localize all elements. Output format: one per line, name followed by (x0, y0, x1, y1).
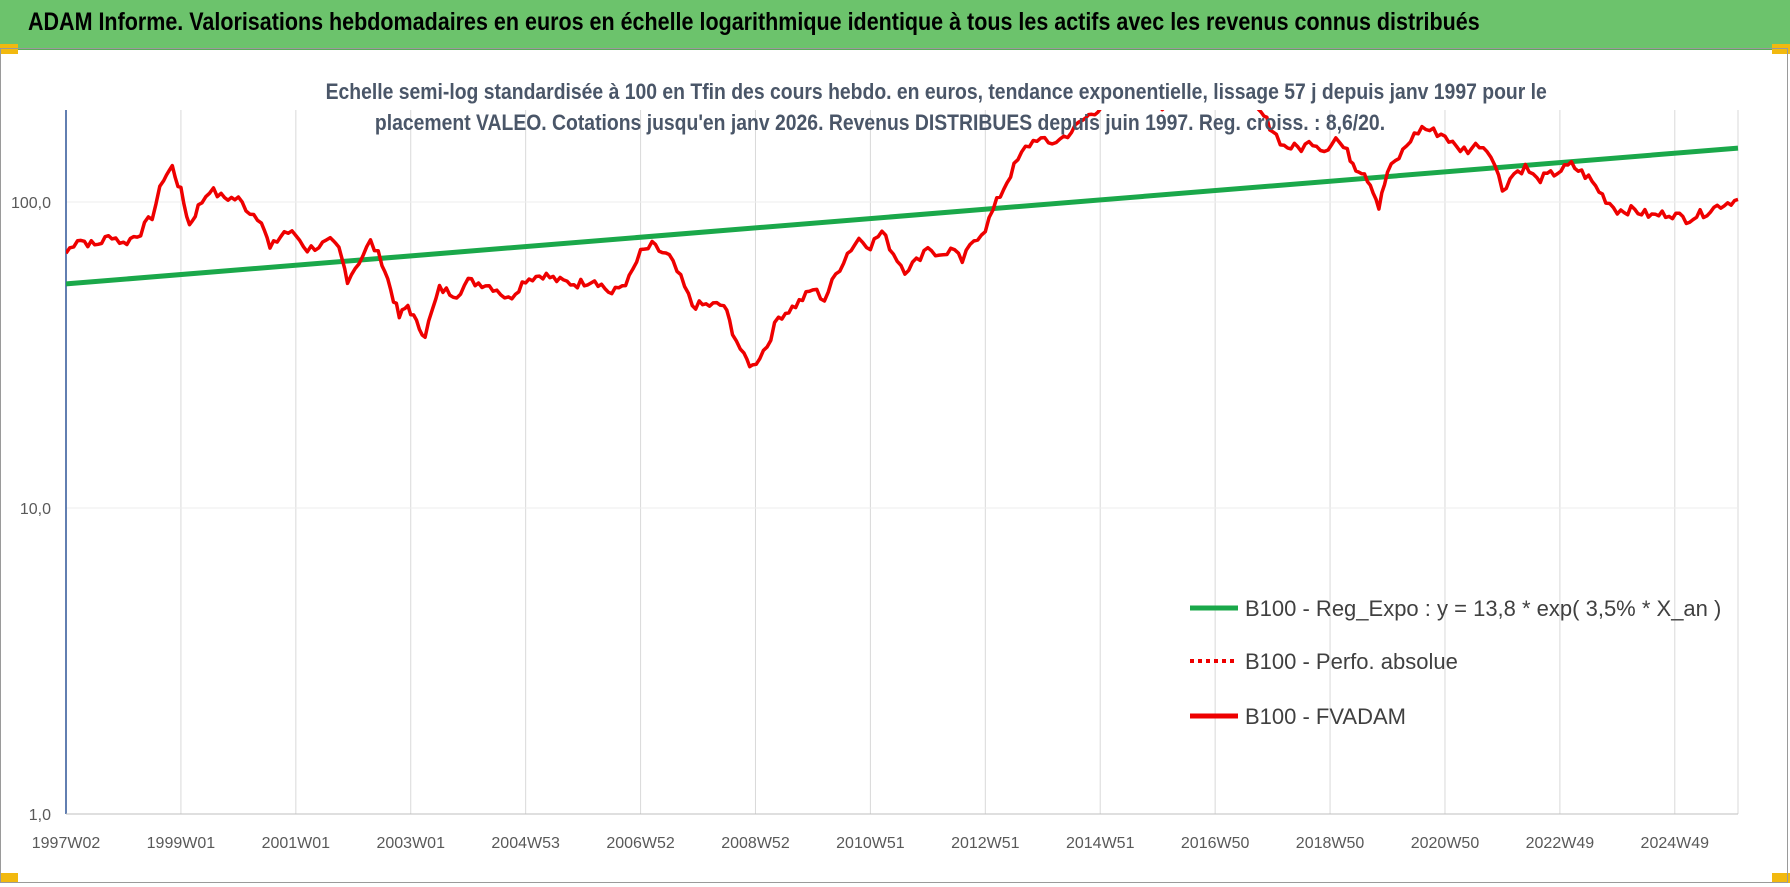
x-tick-label: 1999W01 (147, 835, 216, 852)
x-tick-label: 2020W50 (1411, 835, 1480, 852)
x-tick-label: 2001W01 (262, 835, 331, 852)
tick-labels: 1997W02 1999W01 2001W01 2003W01 2004W53 2006W… (11, 195, 1709, 852)
axes (65, 110, 1738, 815)
x-tick-label: 2010W51 (836, 835, 905, 852)
chart-title-line-1: Echelle semi-log standardisée à 100 en T… (325, 79, 1547, 104)
x-tick-label: 2008W52 (721, 835, 790, 852)
chart-frame (0, 48, 1788, 883)
x-tick-label: 2003W01 (376, 835, 445, 852)
x-tick-label: 2012W51 (951, 835, 1020, 852)
corner-mark-bottom-right (1772, 873, 1790, 883)
x-tick-label: 2022W49 (1526, 835, 1595, 852)
y-tick-label: 10,0 (20, 501, 51, 518)
corner-mark-bottom-left (0, 873, 18, 883)
x-tick-label: 2024W49 (1641, 835, 1710, 852)
x-tick-label: 2006W52 (606, 835, 675, 852)
page-title: ADAM Informe. Valorisations hebdomadaire… (28, 8, 1480, 36)
series-line-fvadam (66, 110, 1739, 369)
y-tick-label: 1,0 (29, 807, 51, 824)
chart-title-line-2: placement VALEO. Cotations jusqu'en janv… (374, 110, 1386, 135)
x-tick-label: 2018W50 (1296, 835, 1365, 852)
x-tick-label: 1997W02 (32, 835, 101, 852)
x-tick-label: 2016W50 (1181, 835, 1250, 852)
series-line-reg-expo (66, 145, 1739, 287)
x-tick-label: 2004W53 (491, 835, 560, 852)
chart-subtitle: Echelle semi-log standardisée à 100 en T… (250, 76, 1547, 138)
y-tick-label: 100,0 (11, 195, 51, 212)
x-tick-label: 2014W51 (1066, 835, 1135, 852)
grid (65, 110, 1739, 814)
corner-mark-top-right (1772, 44, 1790, 54)
header-bar: ADAM Informe. Valorisations hebdomadaire… (0, 0, 1790, 50)
series (66, 110, 1739, 369)
corner-mark-top-left (0, 44, 18, 54)
